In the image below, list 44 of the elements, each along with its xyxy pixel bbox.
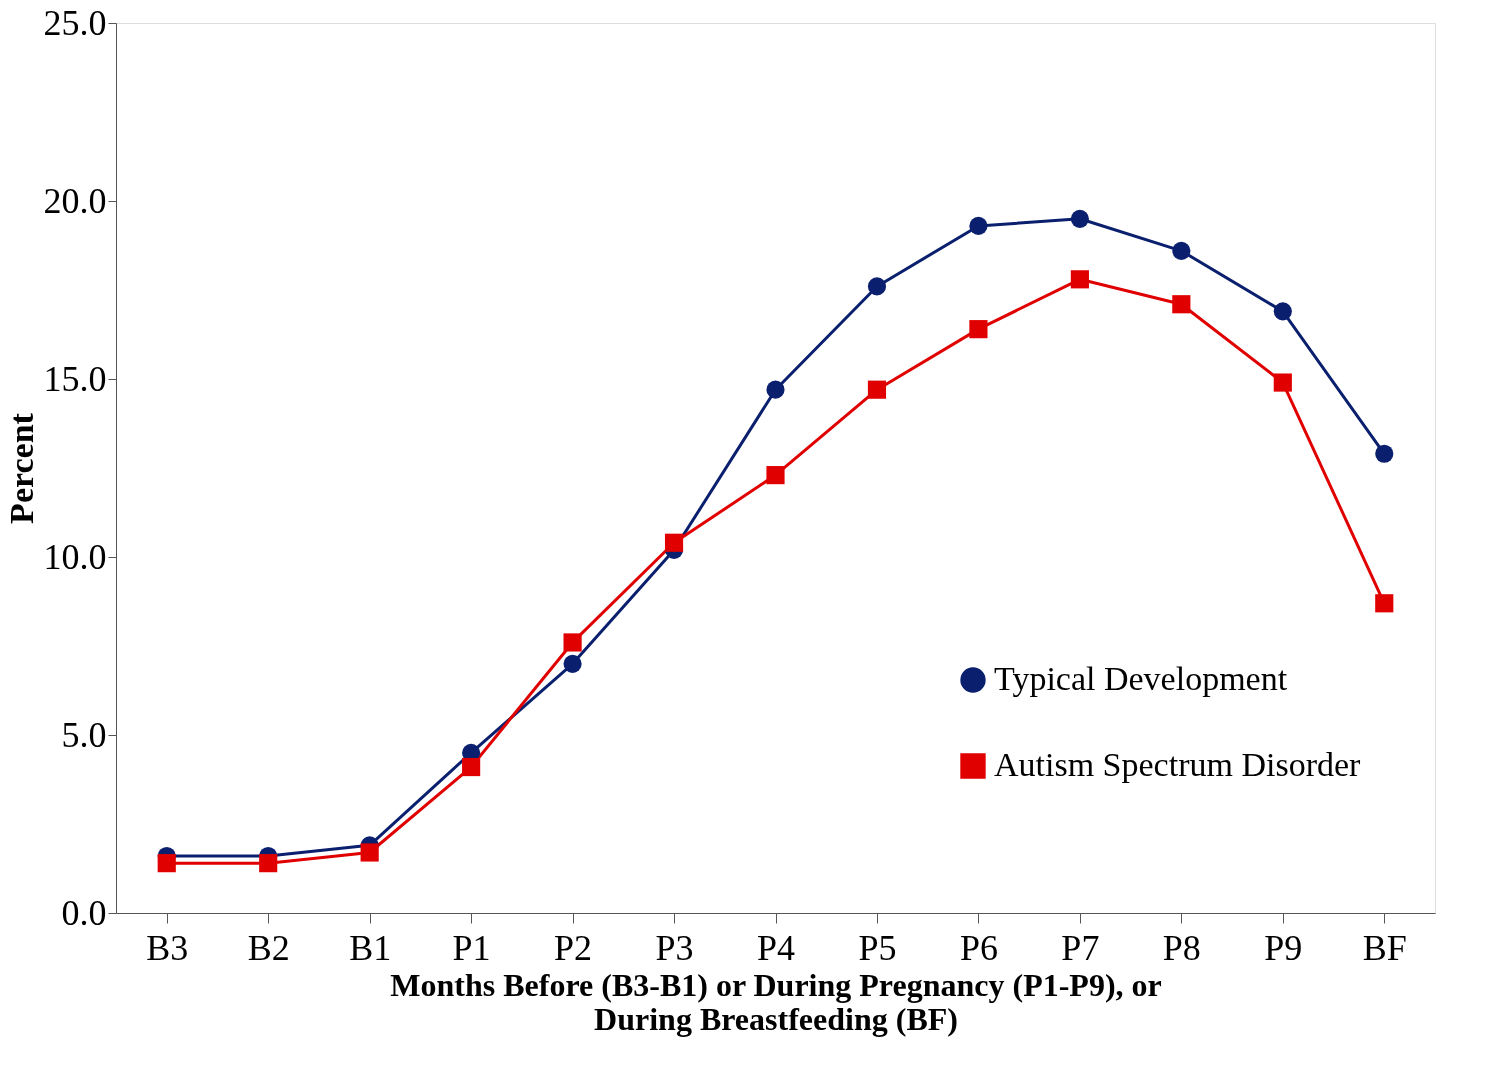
point — [664, 533, 684, 552]
x-tick-label: P7 — [1061, 927, 1100, 968]
x-tick-label: P2 — [554, 927, 593, 968]
point — [969, 320, 988, 339]
x-tick-label: B2 — [247, 927, 290, 968]
point — [1070, 209, 1089, 228]
point — [157, 854, 176, 873]
legend-label: Autism Spectrum Disorder — [994, 746, 1362, 783]
point — [867, 277, 887, 296]
point — [867, 380, 887, 399]
y-tick-label: 0.0 — [61, 892, 107, 933]
x-tick-label: P5 — [858, 927, 897, 968]
point — [1375, 594, 1394, 613]
x-tick-label: P4 — [756, 927, 796, 968]
y-tick-label: 20.0 — [43, 180, 107, 221]
x-tick-label: P8 — [1162, 927, 1201, 968]
point — [563, 654, 582, 673]
point — [969, 216, 988, 235]
x-tick-label: BF — [1362, 927, 1407, 968]
y-axis-title: Percent — [2, 412, 40, 524]
x-tick-label: P1 — [452, 927, 491, 968]
point — [1172, 241, 1191, 260]
x-tick-label: P3 — [655, 927, 694, 968]
y-tick-label: 25.0 — [43, 2, 107, 43]
point — [462, 757, 481, 777]
point — [1070, 270, 1089, 289]
point — [1172, 295, 1191, 314]
y-tick-label: 15.0 — [43, 358, 107, 399]
y-tick-label: 5.0 — [61, 714, 107, 755]
legend-label: Typical Development — [994, 660, 1288, 697]
point — [766, 466, 785, 485]
x-tick-label: P9 — [1264, 927, 1303, 968]
point — [360, 843, 379, 862]
point — [259, 854, 278, 873]
point — [1273, 373, 1292, 392]
point — [1273, 302, 1292, 321]
x-tick-label: P6 — [959, 927, 998, 968]
x-axis-title: Months Before (B3-B1) or During Pregnancy (P1-P9), or During Breastfeeding (BF) — [390, 966, 1162, 1037]
x-tick-label: B1 — [349, 927, 392, 968]
point — [766, 380, 785, 399]
y-tick-label: 10.0 — [43, 536, 107, 577]
x-tick-label: B3 — [146, 927, 189, 968]
point — [1375, 444, 1394, 463]
point — [563, 633, 582, 652]
